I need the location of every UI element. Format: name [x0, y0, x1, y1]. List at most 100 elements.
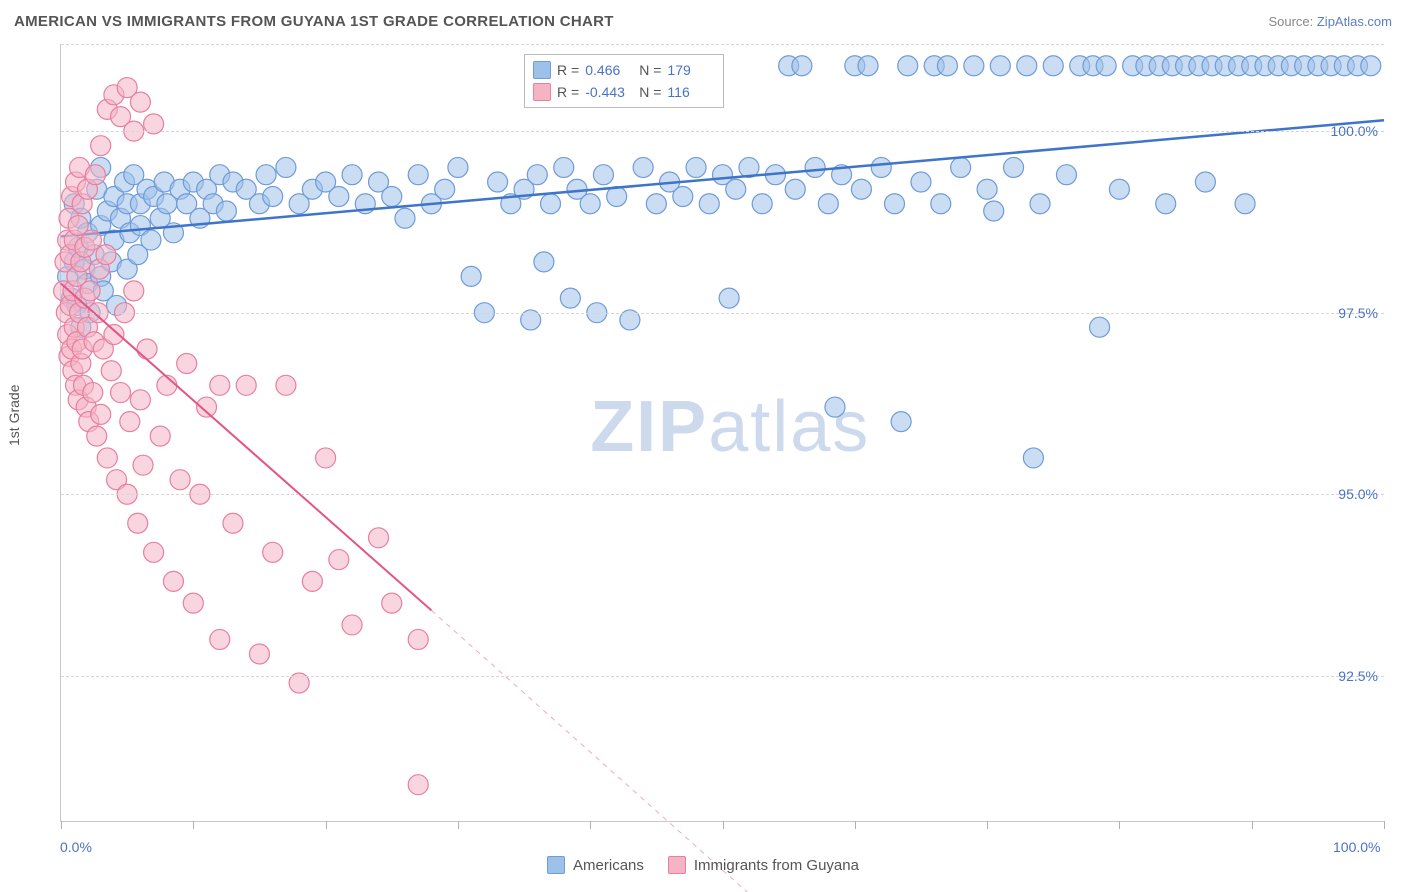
trend-line-dashed — [431, 610, 854, 892]
legend-label: Immigrants from Guyana — [694, 857, 859, 874]
data-point — [342, 165, 362, 185]
stat-label: N = — [639, 84, 661, 100]
data-point — [316, 448, 336, 468]
legend-swatch — [547, 856, 565, 874]
stat-r-value: -0.443 — [585, 84, 633, 100]
data-point — [964, 56, 984, 76]
stat-n-value: 116 — [667, 84, 715, 100]
data-point — [673, 186, 693, 206]
data-point — [1017, 56, 1037, 76]
data-point — [1043, 56, 1063, 76]
data-point — [216, 201, 236, 221]
data-point — [276, 375, 296, 395]
data-point — [1004, 157, 1024, 177]
data-point — [541, 194, 561, 214]
chart-plot-area: ZIPatlas R =0.466N =179R =-0.443N =116 9… — [60, 44, 1384, 822]
data-point — [435, 179, 455, 199]
data-point — [825, 397, 845, 417]
data-point — [104, 324, 124, 344]
data-point — [646, 194, 666, 214]
x-tick — [855, 821, 856, 829]
data-point — [554, 157, 574, 177]
data-point — [792, 56, 812, 76]
gridline-h — [61, 131, 1384, 132]
data-point — [128, 513, 148, 533]
stat-label: R = — [557, 62, 579, 78]
data-point — [111, 383, 131, 403]
data-point — [256, 165, 276, 185]
data-point — [80, 281, 100, 301]
data-point — [1195, 172, 1215, 192]
data-point — [448, 157, 468, 177]
legend-item: Immigrants from Guyana — [668, 856, 859, 874]
y-axis-label: 1st Grade — [6, 385, 22, 446]
chart-title: AMERICAN VS IMMIGRANTS FROM GUYANA 1ST G… — [14, 13, 614, 30]
data-point — [858, 56, 878, 76]
data-point — [931, 194, 951, 214]
data-point — [719, 288, 739, 308]
data-point — [1361, 56, 1381, 76]
data-point — [911, 172, 931, 192]
gridline-h — [61, 44, 1384, 45]
data-point — [91, 136, 111, 156]
data-point — [408, 629, 428, 649]
data-point — [137, 339, 157, 359]
source-attribution: Source: ZipAtlas.com — [1268, 14, 1392, 29]
data-point — [1090, 317, 1110, 337]
data-point — [593, 165, 613, 185]
y-tick-label: 97.5% — [1338, 305, 1378, 321]
data-point — [884, 194, 904, 214]
y-tick-label: 92.5% — [1338, 668, 1378, 684]
data-point — [96, 245, 116, 265]
stat-label: N = — [639, 62, 661, 78]
x-tick — [1119, 821, 1120, 829]
scatter-chart-svg — [61, 44, 1384, 821]
data-point — [871, 157, 891, 177]
x-tick — [987, 821, 988, 829]
data-point — [686, 157, 706, 177]
data-point — [163, 571, 183, 591]
stats-row: R =0.466N =179 — [533, 59, 715, 81]
data-point — [785, 179, 805, 199]
data-point — [805, 157, 825, 177]
data-point — [329, 550, 349, 570]
x-tick — [326, 821, 327, 829]
data-point — [144, 542, 164, 562]
data-point — [85, 165, 105, 185]
data-point — [382, 186, 402, 206]
data-point — [83, 383, 103, 403]
data-point — [236, 375, 256, 395]
data-point — [1156, 194, 1176, 214]
stat-r-value: 0.466 — [585, 62, 633, 78]
data-point — [177, 354, 197, 374]
data-point — [1056, 165, 1076, 185]
legend-label: Americans — [573, 857, 644, 874]
data-point — [276, 157, 296, 177]
data-point — [560, 288, 580, 308]
data-point — [1235, 194, 1255, 214]
data-point — [249, 644, 269, 664]
data-point — [898, 56, 918, 76]
legend-swatch — [533, 83, 551, 101]
y-tick-label: 95.0% — [1338, 486, 1378, 502]
data-point — [977, 179, 997, 199]
gridline-h — [61, 313, 1384, 314]
data-point — [170, 470, 190, 490]
data-point — [633, 157, 653, 177]
data-point — [408, 165, 428, 185]
data-point — [726, 179, 746, 199]
data-point — [580, 194, 600, 214]
data-point — [408, 775, 428, 795]
data-point — [97, 448, 117, 468]
data-point — [120, 412, 140, 432]
data-point — [1109, 179, 1129, 199]
x-tick — [458, 821, 459, 829]
data-point — [382, 593, 402, 613]
data-point — [81, 230, 101, 250]
data-point — [752, 194, 772, 214]
data-point — [395, 208, 415, 228]
data-point — [210, 629, 230, 649]
source-link[interactable]: ZipAtlas.com — [1317, 14, 1392, 29]
data-point — [851, 179, 871, 199]
data-point — [133, 455, 153, 475]
